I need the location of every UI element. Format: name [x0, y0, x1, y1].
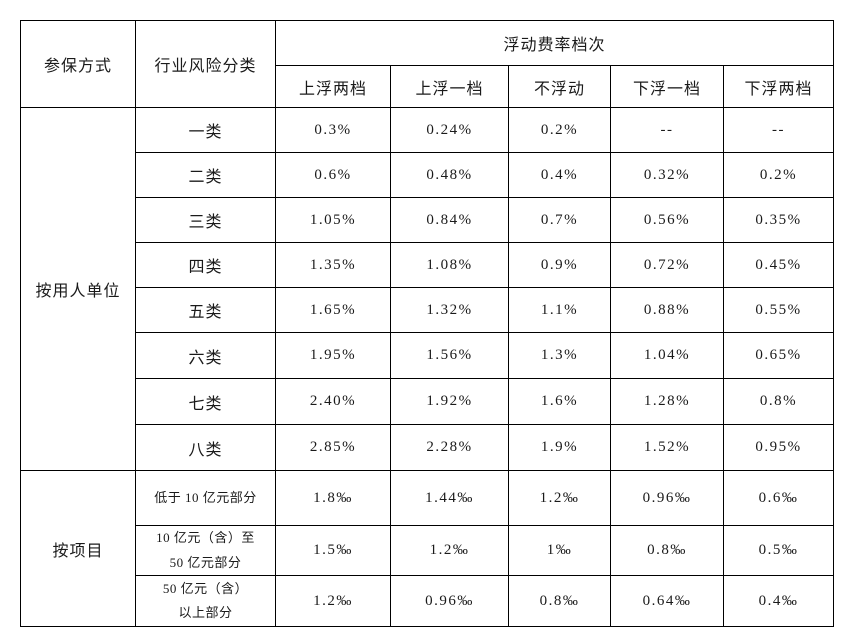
rate-cell: 1.44‰ [390, 470, 509, 526]
category-cell: 一类 [135, 107, 276, 153]
table-row: 四类 1.35% 1.08% 0.9% 0.72% 0.45% [21, 242, 835, 288]
rate-cell: 1.65% [275, 287, 391, 333]
header-tier-up-one: 上浮一档 [390, 65, 509, 108]
rate-cell: 0.7% [508, 197, 611, 243]
rate-cell: 1.1% [508, 287, 611, 333]
rate-cell: 0.6% [275, 152, 391, 198]
rate-cell: 1.28% [610, 378, 724, 425]
rate-cell: 0.4% [508, 152, 611, 198]
table-row: 50 亿元（含） 以上部分 1.2‰ 0.96‰ 0.8‰ 0.64‰ 0.4‰ [21, 575, 835, 627]
header-tier-no-float: 不浮动 [508, 65, 611, 108]
rate-cell: 0.8‰ [610, 525, 724, 576]
table-row: 10 亿元（含）至 50 亿元部分 1.5‰ 1.2‰ 1‰ 0.8‰ 0.5‰ [21, 525, 835, 576]
rate-cell: 1.56% [390, 332, 509, 379]
rate-cell: 1.2‰ [508, 470, 611, 526]
rate-cell: 0.5‰ [722, 525, 835, 576]
rate-cell: 1.5‰ [275, 525, 391, 576]
rate-cell: 0.72% [610, 242, 724, 288]
rate-cell: 0.2% [722, 152, 835, 198]
rate-cell: 0.9% [508, 242, 611, 288]
table-row: 七类 2.40% 1.92% 1.6% 1.28% 0.8% [21, 378, 835, 425]
table-row: 按用人单位 一类 0.3% 0.24% 0.2% -- -- [20, 107, 835, 471]
table-row: 二类 0.6% 0.48% 0.4% 0.32% 0.2% [21, 152, 835, 198]
rate-cell: 0.48% [390, 152, 509, 198]
rate-cell: 1‰ [508, 525, 611, 576]
table-body: 按用人单位 一类 0.3% 0.24% 0.2% -- -- 二类 0.6% 0.48% 0.4% 0… [20, 107, 835, 627]
rate-cell: 1.08% [390, 242, 509, 288]
header-insure-method: 参保方式 [20, 20, 136, 108]
table-row: 按项目 低于 10 亿元部分 1.8‰ 1.44‰ 1.2‰ 0.96‰ 0.6‰ [20, 470, 835, 627]
rate-cell: 1.2‰ [275, 575, 391, 627]
rate-cell: 0.8% [722, 378, 835, 425]
rate-cell: 0.6‰ [722, 470, 835, 526]
header-tier-down-one: 下浮一档 [610, 65, 724, 108]
header-row-tiers: 上浮两档 上浮一档 不浮动 下浮一档 下浮两档 [21, 65, 835, 108]
rate-cell: 0.35% [722, 197, 835, 243]
table-row: 六类 1.95% 1.56% 1.3% 1.04% 0.65% [21, 332, 835, 379]
table-header: 参保方式 行业风险分类 浮动费率档次 上浮两档 上浮一档 不浮动 下浮一档 下浮… [20, 20, 835, 108]
rate-cell: -- [722, 107, 835, 153]
category-cell: 四类 [135, 242, 276, 288]
rate-cell: 1.9% [508, 424, 611, 471]
rate-table-container: 参保方式 行业风险分类 浮动费率档次 上浮两档 上浮一档 不浮动 下浮一档 下浮… [20, 20, 835, 627]
rate-cell: 0.96‰ [610, 470, 724, 526]
rate-cell: 1.2‰ [390, 525, 509, 576]
rate-cell: 1.8‰ [275, 470, 391, 526]
rate-cell: 1.05% [275, 197, 391, 243]
rate-cell: 1.95% [275, 332, 391, 379]
category-cell: 五类 [135, 287, 276, 333]
header-floating-tier-group: 浮动费率档次 [274, 20, 835, 66]
rate-cell: 0.65% [722, 332, 835, 379]
rate-cell: 0.64‰ [610, 575, 724, 627]
rate-cell: 1.52% [610, 424, 724, 471]
rate-cell: 2.40% [275, 378, 391, 425]
rate-cell: 0.4‰ [722, 575, 835, 627]
category-cell: 二类 [135, 152, 276, 198]
table-row: 五类 1.65% 1.32% 1.1% 0.88% 0.55% [21, 287, 835, 333]
rate-cell: 0.2% [508, 107, 611, 153]
category-cell: 三类 [135, 197, 276, 243]
rate-cell: 0.32% [610, 152, 724, 198]
category-cell: 50 亿元（含） 以上部分 [135, 575, 276, 627]
rate-cell: 1.3% [508, 332, 611, 379]
rate-cell: 0.84% [390, 197, 509, 243]
category-cell: 六类 [135, 332, 276, 379]
rate-cell: 1.92% [390, 378, 509, 425]
rate-cell: 1.04% [610, 332, 724, 379]
rate-cell: -- [610, 107, 724, 153]
rate-cell: 1.32% [390, 287, 509, 333]
rate-cell: 0.56% [610, 197, 724, 243]
rate-cell: 0.45% [722, 242, 835, 288]
category-cell: 10 亿元（含）至 50 亿元部分 [135, 525, 276, 576]
rate-cell: 0.3% [275, 107, 391, 153]
rate-cell: 0.95% [722, 424, 835, 471]
section-label-cell: 按项目 [20, 470, 136, 627]
rate-table: 参保方式 行业风险分类 浮动费率档次 上浮两档 上浮一档 不浮动 下浮一档 下浮… [20, 20, 835, 627]
table-row: 三类 1.05% 0.84% 0.7% 0.56% 0.35% [21, 197, 835, 243]
header-industry-risk: 行业风险分类 [135, 20, 276, 108]
header-tier-down-two: 下浮两档 [722, 65, 835, 108]
rate-cell: 1.35% [275, 242, 391, 288]
section-label-cell: 按用人单位 [20, 107, 136, 471]
category-cell: 低于 10 亿元部分 [135, 470, 276, 526]
rate-cell: 0.88% [610, 287, 724, 333]
table-row: 八类 2.85% 2.28% 1.9% 1.52% 0.95% [21, 424, 835, 471]
rate-cell: 0.8‰ [508, 575, 611, 627]
rate-cell: 2.28% [390, 424, 509, 471]
rate-cell: 0.24% [390, 107, 509, 153]
rate-cell: 1.6% [508, 378, 611, 425]
category-cell: 八类 [135, 424, 276, 471]
header-row-group: 参保方式 行业风险分类 浮动费率档次 [20, 20, 835, 108]
rate-cell: 0.96‰ [390, 575, 509, 627]
category-cell: 七类 [135, 378, 276, 425]
rate-cell: 0.55% [722, 287, 835, 333]
rate-cell: 2.85% [275, 424, 391, 471]
header-tier-up-two: 上浮两档 [275, 65, 391, 108]
